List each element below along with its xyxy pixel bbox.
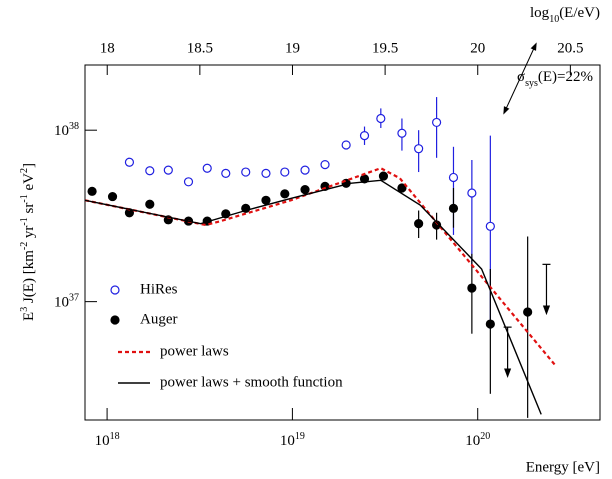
- x-tick-label-part: 10: [280, 433, 295, 449]
- plot-frame: [84, 64, 601, 421]
- data-point: [124, 157, 135, 167]
- y-label-part: E: [21, 312, 37, 321]
- data-point: [280, 167, 290, 177]
- data-point: [202, 163, 212, 173]
- data-point: [397, 183, 407, 193]
- data-point: [397, 128, 407, 138]
- top-label-part: (E/eV): [559, 5, 600, 21]
- x-tick-label: 1020: [465, 431, 490, 450]
- data-point: [414, 219, 424, 229]
- data-point: [485, 221, 495, 231]
- data-point: [261, 195, 271, 205]
- data-point: [300, 165, 310, 175]
- y-tick-label: 1037: [54, 292, 79, 311]
- top-x-tick-label: 20.5: [557, 40, 583, 56]
- y-label-part: ]: [21, 163, 37, 168]
- legend-swatch: [110, 315, 120, 325]
- data-point: [485, 319, 495, 329]
- data-point: [145, 199, 155, 209]
- x-tick-label-part: 10: [465, 433, 480, 449]
- y-tick-label-part: 10: [54, 124, 69, 140]
- legend-label: power laws: [160, 343, 229, 359]
- x-tick-label-part: 19: [295, 431, 305, 442]
- data-point: [341, 140, 351, 150]
- x-tick-label-part: 18: [110, 431, 120, 442]
- data-point: [448, 172, 459, 183]
- top-x-tick-label: 20: [470, 40, 485, 56]
- legend-label: Auger: [140, 311, 178, 327]
- legend-label: power laws + smooth function: [160, 374, 343, 390]
- top-label-part: log: [530, 5, 550, 21]
- top-x-tick-label: 19: [285, 40, 300, 56]
- x-axis-label: Energy [eV]: [526, 459, 600, 475]
- x-tick-label: 1018: [95, 431, 120, 450]
- y-label-part: sr: [21, 203, 37, 218]
- y-tick-label: 1038: [54, 121, 79, 140]
- data-point: [467, 188, 477, 198]
- top-x-tick-label: 19.5: [372, 40, 398, 56]
- data-point: [87, 186, 97, 196]
- data-point: [241, 167, 251, 177]
- data-point: [221, 168, 231, 178]
- x-tick-label: 1019: [280, 431, 305, 450]
- data-point: [359, 130, 370, 141]
- top-label-sub: 10: [549, 14, 559, 25]
- y-label-sup: -1: [19, 217, 30, 225]
- legend-swatch: [110, 285, 120, 295]
- y-tick-label-part: 37: [69, 292, 79, 303]
- y-label-sup: -1: [19, 194, 30, 202]
- y-label-sup: 3: [19, 307, 30, 312]
- annotation-part: σ: [517, 69, 525, 85]
- x-tick-label-part: 10: [95, 433, 110, 449]
- data-point: [183, 177, 194, 187]
- y-tick-label-part: 38: [69, 121, 79, 132]
- data-point: [320, 159, 330, 170]
- top-axis-label: log10(E/eV): [530, 5, 600, 24]
- annotation: σsys(E)=22%: [517, 69, 593, 88]
- top-x-tick-label: 18: [100, 40, 115, 56]
- series-line: [85, 167, 556, 366]
- annotation-sub: sys: [525, 78, 538, 89]
- data-point: [107, 191, 118, 202]
- top-x-tick-label: 18.5: [187, 40, 213, 56]
- data-point: [163, 165, 173, 175]
- data-point: [448, 203, 459, 213]
- plot-area: [85, 97, 556, 418]
- x-tick-label-part: 20: [480, 431, 490, 442]
- sys-arrow: [503, 42, 537, 115]
- data-point: [145, 166, 155, 176]
- y-label-part: J(E) [km: [21, 250, 37, 307]
- y-label-part: eV: [21, 173, 37, 194]
- data-point: [300, 185, 310, 195]
- y-label-sup: -2: [19, 242, 30, 250]
- data-point: [523, 307, 533, 317]
- data-point: [376, 113, 386, 124]
- legend-label: HiRes: [140, 281, 178, 297]
- y-label-part: yr: [21, 226, 37, 242]
- data-point: [378, 171, 389, 181]
- data-point: [431, 117, 442, 128]
- y-label-sup: 2: [19, 168, 30, 173]
- data-point: [261, 168, 271, 178]
- data-point: [467, 283, 477, 293]
- annotation-part: (E)=22%: [538, 69, 593, 85]
- y-tick-label-part: 10: [54, 295, 69, 311]
- y-axis-label: E3 J(E) [km-2 yr-1 sr-1 eV2]: [19, 163, 38, 321]
- data-point: [280, 189, 290, 199]
- data-point: [414, 144, 424, 154]
- series-line: [85, 179, 542, 415]
